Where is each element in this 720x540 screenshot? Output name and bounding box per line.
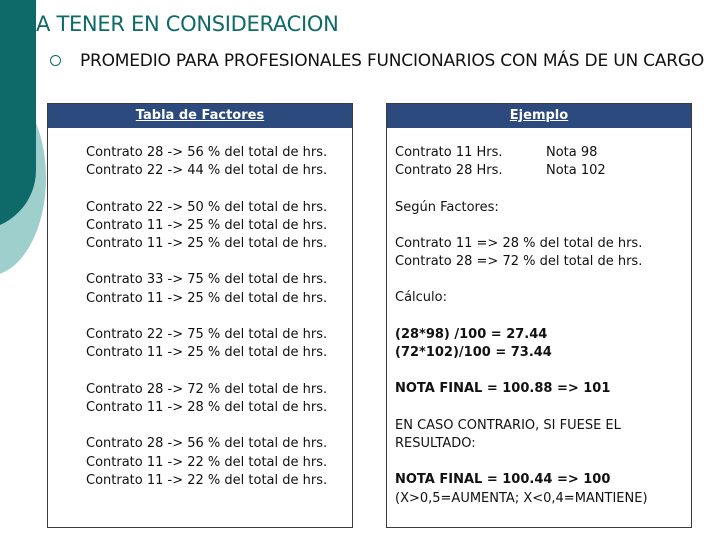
contract-grade: Nota 102: [546, 163, 606, 179]
factor-row: Contrato 11 -> 25 % del total de hrs.: [86, 217, 328, 233]
factor-line: Contrato 11 => 28 % del total de hrs.: [395, 235, 643, 251]
factor-group: Contrato 28 -> 56 % del total de hrs. Con…: [86, 435, 352, 490]
factor-group: Contrato 22 -> 75 % del total de hrs. Con…: [86, 326, 352, 363]
contract-label: Contrato 11 Hrs.: [395, 145, 503, 160]
calc-line: (72*102)/100 = 73.44: [395, 345, 552, 361]
example-contracts: Contrato 11 Hrs. Nota 98 Contrato 28 Hrs.…: [395, 144, 691, 181]
final-grade-1-group: NOTA FINAL = 100.88 => 101: [395, 380, 691, 398]
example-header: Ejemplo: [387, 104, 691, 128]
factor-row: Contrato 11 -> 22 % del total de hrs.: [86, 472, 328, 488]
example-body: Contrato 11 Hrs. Nota 98 Contrato 28 Hrs.…: [387, 128, 691, 508]
decor-dark-shape: [0, 0, 36, 230]
example-contract-row: Contrato 28 Hrs. Nota 102: [395, 162, 691, 180]
calc-label-group: Cálculo:: [395, 289, 691, 307]
factor-row: Contrato 22 -> 75 % del total de hrs.: [86, 327, 328, 343]
factor-row: Contrato 11 -> 25 % del total de hrs.: [86, 345, 328, 361]
rounding-rule: (X>0,5=AUMENTA; X<0,4=MANTIENE): [395, 490, 648, 506]
factor-row: Contrato 28 -> 56 % del total de hrs.: [86, 436, 328, 452]
factor-row: Contrato 11 -> 25 % del total de hrs.: [86, 236, 328, 252]
factors-label: Según Factores:: [395, 199, 499, 215]
factor-group: Contrato 28 -> 56 % del total de hrs. Con…: [86, 144, 352, 181]
factors-label-group: Según Factores:: [395, 199, 691, 217]
factors-table-body: Contrato 28 -> 56 % del total de hrs. Con…: [48, 128, 352, 490]
contrary-line: EN CASO CONTRARIO, SI FUESE EL: [395, 417, 621, 433]
factor-row: Contrato 28 -> 56 % del total de hrs.: [86, 145, 328, 160]
factor-line: Contrato 28 => 72 % del total de hrs.: [395, 254, 643, 270]
example-factors: Contrato 11 => 28 % del total de hrs. Co…: [395, 235, 691, 272]
final-grade-2-group: NOTA FINAL = 100.44 => 100 (X>0,5=AUMENT…: [395, 471, 691, 508]
factor-row: Contrato 11 -> 22 % del total de hrs.: [86, 454, 328, 470]
calc-label: Cálculo:: [395, 290, 447, 306]
factor-row: Contrato 33 -> 75 % del total de hrs.: [86, 272, 328, 288]
example-panel: Ejemplo Contrato 11 Hrs. Nota 98 Contrato…: [386, 103, 692, 528]
decorative-shapes: [0, 0, 60, 300]
factor-row: Contrato 22 -> 44 % del total de hrs.: [86, 163, 328, 179]
factor-row: Contrato 22 -> 50 % del total de hrs.: [86, 199, 328, 215]
factors-table-panel: Tabla de Factores Contrato 28 -> 56 % de…: [47, 103, 353, 528]
contrary-group: EN CASO CONTRARIO, SI FUESE EL RESULTADO…: [395, 417, 691, 454]
calc-lines: (28*98) /100 = 27.44 (72*102)/100 = 73.4…: [395, 326, 691, 363]
factor-row: Contrato 28 -> 72 % del total de hrs.: [86, 381, 328, 397]
contract-label: Contrato 28 Hrs.: [395, 163, 503, 179]
slide-title: A TENER EN CONSIDERACION: [36, 12, 339, 36]
example-contract-row: Contrato 11 Hrs. Nota 98: [395, 144, 691, 162]
contract-grade: Nota 98: [546, 145, 598, 160]
bullet-text: PROMEDIO PARA PROFESIONALES FUNCIONARIOS…: [79, 51, 705, 71]
factor-row: Contrato 11 -> 25 % del total de hrs.: [86, 290, 328, 306]
factors-table-header: Tabla de Factores: [48, 104, 352, 128]
final-grade-2: NOTA FINAL = 100.44 => 100: [395, 472, 611, 488]
bullet-circle-icon: [50, 55, 61, 66]
final-grade-1: NOTA FINAL = 100.88 => 101: [395, 381, 611, 397]
factor-group: Contrato 28 -> 72 % del total de hrs. Con…: [86, 381, 352, 418]
factor-row: Contrato 11 -> 28 % del total de hrs.: [86, 399, 328, 415]
calc-line: (28*98) /100 = 27.44: [395, 326, 548, 342]
factor-group: Contrato 33 -> 75 % del total de hrs. Con…: [86, 271, 352, 308]
contrary-line: RESULTADO:: [395, 435, 476, 451]
factor-group: Contrato 22 -> 50 % del total de hrs. Con…: [86, 199, 352, 254]
